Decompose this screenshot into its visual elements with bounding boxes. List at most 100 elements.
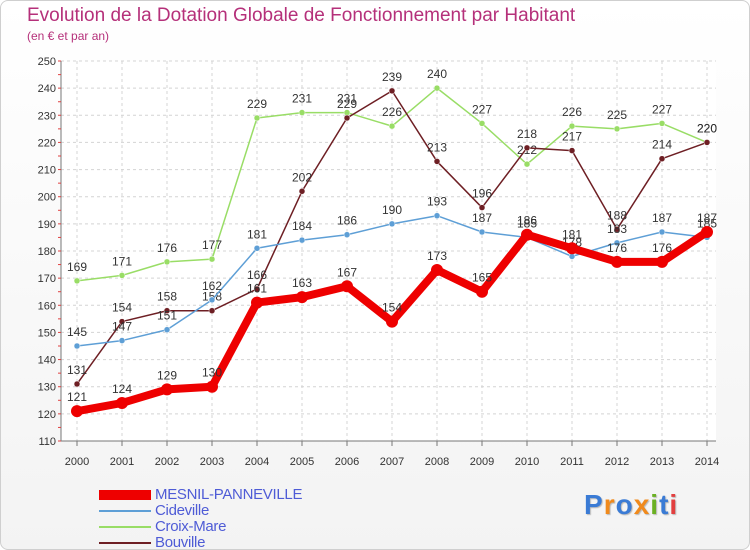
data-label-croix-mare: 169 (67, 260, 87, 274)
y-tick-label: 120 (38, 409, 56, 421)
data-label-croix-mare: 220 (697, 121, 717, 135)
y-tick-label: 220 (38, 137, 56, 149)
x-tick-label: 2010 (515, 456, 539, 468)
data-label-croix-mare: 226 (382, 105, 402, 119)
y-tick-label: 140 (38, 355, 56, 367)
data-point-mesnil-panneville (611, 255, 623, 268)
data-point-croix-mare (433, 84, 441, 92)
data-label-cideville: 190 (382, 203, 402, 217)
data-label-mesnil-panneville: 187 (697, 211, 717, 225)
data-point-croix-mare (118, 272, 126, 279)
data-label-bouville: 196 (472, 187, 492, 201)
data-label-bouville: 220 (697, 121, 717, 135)
data-label-cideville: 162 (202, 279, 222, 293)
x-tick-label: 2013 (650, 456, 674, 468)
legend-label: Cideville (155, 502, 209, 519)
data-point-mesnil-panneville (296, 291, 308, 304)
data-label-mesnil-panneville: 121 (67, 390, 87, 404)
data-point-bouville (253, 285, 261, 293)
data-label-mesnil-panneville: 165 (472, 271, 492, 285)
data-label-mesnil-panneville: 130 (202, 366, 222, 380)
data-label-bouville: 239 (382, 70, 402, 84)
data-label-cideville: 185 (697, 216, 717, 230)
data-label-mesnil-panneville: 154 (382, 301, 402, 315)
y-tick-label: 250 (38, 56, 56, 68)
data-point-cideville (433, 212, 441, 219)
logo-letter: i (669, 489, 679, 520)
y-tick-label: 230 (38, 110, 56, 122)
data-point-bouville (163, 307, 171, 314)
data-point-mesnil-panneville (476, 285, 488, 298)
data-point-bouville (568, 147, 576, 154)
x-tick-label: 2004 (245, 456, 269, 468)
y-tick-label: 200 (38, 192, 56, 204)
data-point-croix-mare (253, 114, 261, 122)
y-tick-label: 210 (38, 165, 56, 177)
data-point-bouville (343, 114, 351, 122)
data-label-croix-mare: 227 (472, 102, 492, 116)
data-label-bouville: 217 (562, 130, 582, 144)
y-tick-label: 180 (38, 246, 56, 258)
data-label-mesnil-panneville: 176 (607, 241, 627, 255)
data-point-croix-mare (523, 160, 531, 168)
data-point-croix-mare (73, 277, 81, 285)
data-label-cideville: 145 (67, 325, 87, 339)
data-label-croix-mare: 171 (112, 254, 132, 268)
logo-letter: i (650, 489, 660, 520)
data-point-mesnil-panneville (566, 242, 578, 255)
data-point-cideville (253, 245, 261, 252)
data-label-bouville: 213 (427, 140, 447, 154)
data-label-mesnil-panneville: 181 (562, 227, 582, 241)
x-tick-label: 2000 (65, 456, 89, 468)
data-label-croix-mare: 225 (607, 108, 627, 122)
data-point-bouville (478, 204, 486, 211)
data-point-croix-mare (658, 120, 666, 127)
legend-swatch (99, 490, 151, 500)
y-tick-label: 110 (38, 436, 56, 448)
chart-title: Evolution de la Dotation Globale de Fonc… (27, 5, 576, 26)
data-point-bouville (433, 158, 441, 165)
x-tick-label: 2001 (110, 456, 134, 468)
data-point-bouville (118, 318, 126, 325)
data-label-mesnil-panneville: 163 (292, 276, 312, 290)
data-label-croix-mare: 226 (562, 105, 582, 119)
data-label-cideville: 187 (472, 211, 492, 225)
data-point-mesnil-panneville (431, 264, 443, 276)
x-tick-label: 2002 (155, 456, 179, 468)
data-point-croix-mare (388, 122, 396, 130)
data-point-croix-mare (163, 258, 171, 266)
chart-subtitle: (en € et par an) (27, 29, 110, 43)
data-point-bouville (703, 139, 711, 146)
data-label-cideville: 193 (427, 195, 447, 209)
y-tick-label: 150 (38, 327, 56, 339)
x-tick-label: 2008 (425, 456, 449, 468)
x-tick-label: 2006 (335, 456, 359, 468)
data-label-mesnil-panneville: 167 (337, 265, 357, 279)
data-point-cideville (388, 220, 396, 228)
data-label-croix-mare: 177 (202, 238, 222, 252)
data-label-croix-mare: 229 (247, 97, 267, 111)
data-point-croix-mare (298, 109, 306, 116)
data-label-croix-mare: 231 (292, 92, 312, 106)
data-label-mesnil-panneville: 129 (157, 368, 177, 382)
data-point-bouville (523, 144, 531, 152)
data-label-cideville: 185 (517, 216, 537, 230)
y-tick-label: 130 (38, 382, 56, 394)
data-label-croix-mare: 240 (427, 67, 447, 81)
proxiti-logo: Proxiti (584, 489, 678, 521)
data-label-croix-mare: 227 (652, 102, 672, 116)
data-label-cideville: 184 (292, 219, 312, 233)
logo-letter: t (659, 489, 670, 520)
legend-swatch (99, 526, 151, 528)
logo-letter: o (615, 489, 634, 520)
data-label-mesnil-panneville: 186 (517, 214, 537, 228)
data-point-mesnil-panneville (701, 226, 713, 238)
data-label-bouville: 214 (652, 138, 672, 152)
data-label-bouville: 229 (337, 97, 357, 111)
data-point-croix-mare (478, 120, 486, 127)
data-point-bouville (73, 380, 81, 388)
legend-label: Bouville (155, 534, 206, 550)
data-point-cideville (118, 337, 126, 344)
x-tick-label: 2005 (290, 456, 314, 468)
